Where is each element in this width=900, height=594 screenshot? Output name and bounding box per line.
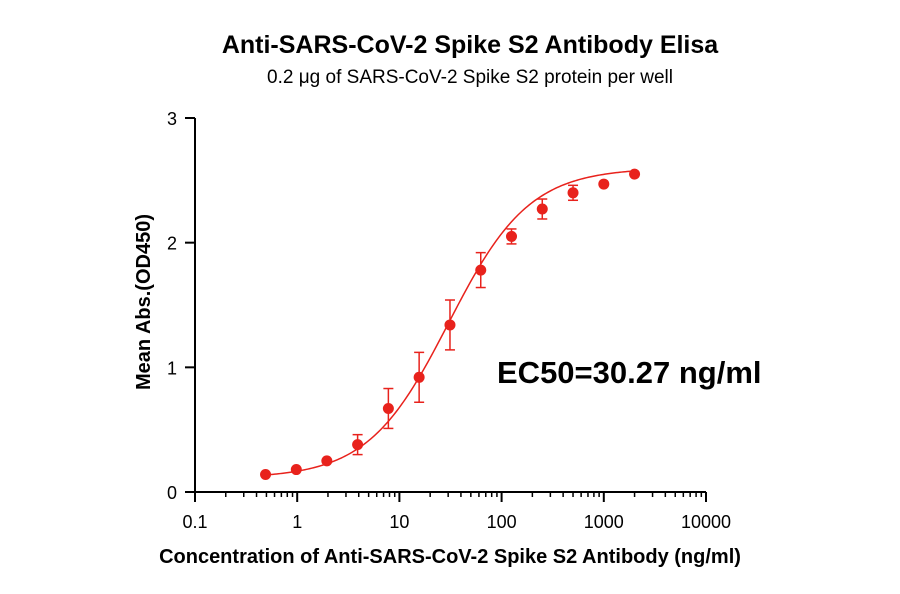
x-tick-label: 10000 bbox=[681, 512, 731, 532]
y-tick-label: 1 bbox=[167, 358, 177, 378]
data-point bbox=[382, 402, 394, 414]
data-point bbox=[260, 469, 272, 481]
data-points-layer bbox=[260, 168, 641, 481]
data-point bbox=[598, 178, 610, 190]
y-tick-label: 2 bbox=[167, 234, 177, 254]
error-bars-layer bbox=[352, 184, 579, 456]
x-tick-label: 1000 bbox=[584, 512, 624, 532]
y-tick-label: 3 bbox=[167, 109, 177, 129]
data-point bbox=[567, 187, 579, 199]
x-ticks: 0.1 1 10 100 1000 10000 bbox=[182, 492, 731, 532]
x-tick-label: 0.1 bbox=[182, 512, 207, 532]
y-ticks: 0 1 2 3 bbox=[167, 109, 195, 503]
plot-area bbox=[194, 118, 706, 493]
data-point bbox=[413, 371, 425, 383]
x-tick-label: 1 bbox=[292, 512, 302, 532]
chart-subtitle: 0.2 μg of SARS-CoV-2 Spike S2 protein pe… bbox=[267, 67, 673, 88]
data-point bbox=[536, 203, 548, 215]
x-tick-label: 10 bbox=[389, 512, 409, 532]
data-point bbox=[290, 464, 302, 476]
data-point bbox=[321, 455, 333, 467]
data-point bbox=[629, 168, 641, 180]
x-tick-label: 100 bbox=[487, 512, 517, 532]
y-axis-label: Mean Abs.(OD450) bbox=[133, 214, 155, 390]
data-point bbox=[444, 319, 456, 331]
x-axis-label: Concentration of Anti-SARS-CoV-2 Spike S… bbox=[159, 546, 741, 568]
data-point bbox=[475, 264, 487, 276]
ec50-annotation: EC50=30.27 ng/ml bbox=[497, 355, 762, 390]
data-point bbox=[352, 439, 364, 451]
data-point bbox=[506, 230, 518, 242]
y-tick-label: 0 bbox=[167, 483, 177, 503]
chart-title: Anti-SARS-CoV-2 Spike S2 Antibody Elisa bbox=[222, 31, 719, 59]
